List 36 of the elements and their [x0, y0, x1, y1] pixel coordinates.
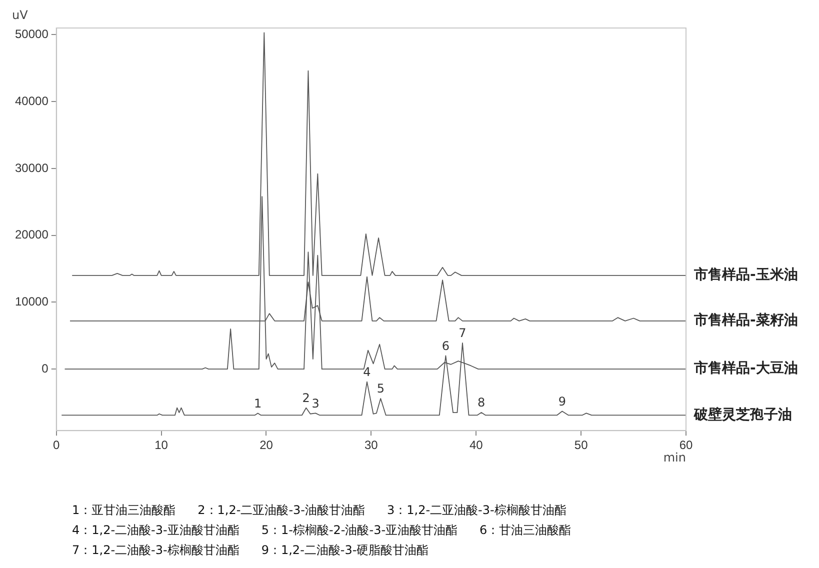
annotation: 4: [363, 364, 371, 379]
text: 4：1,2-二油酸-3-亚油酸甘油酯: [72, 522, 240, 539]
series-label: 市售样品-玉米油: [693, 266, 798, 284]
annotation: 8: [478, 396, 486, 410]
x-tick-label: 20: [260, 438, 274, 452]
x-axis-title: min: [663, 450, 686, 465]
y-tick-label: 50000: [14, 27, 49, 41]
annotation: 6: [442, 338, 450, 353]
y-tick-label: 0: [42, 361, 49, 376]
text: 1：亚甘油三油酸酯: [72, 502, 176, 519]
y-tick-label: 30000: [14, 160, 49, 175]
annotation: 2: [302, 390, 310, 405]
text: 6：甘油三油酸酯: [480, 522, 572, 539]
annotation: 9: [558, 394, 566, 408]
annotation: 3: [312, 396, 320, 410]
text: 5：1-棕榈酸-2-油酸-3-亚油酸甘油酯: [261, 522, 458, 539]
text: 9：1,2-二油酸-3-硬脂酸甘油酯: [261, 542, 429, 559]
x-tick-label: 0: [53, 438, 60, 452]
x-tick-label: 10: [154, 438, 168, 452]
y-axis-title: uV: [12, 8, 29, 22]
text: 3：1,2-二亚油酸-3-棕榈酸甘油酯: [386, 502, 566, 519]
x-tick-label: 60: [679, 438, 693, 452]
series-label: 破壁灵芝孢子油: [693, 406, 792, 423]
series-label: 市售样品-菜籽油: [693, 312, 798, 329]
y-tick-label: 40000: [14, 94, 49, 108]
series-label: 市售样品-大豆油: [693, 360, 798, 377]
x-tick-label: 40: [469, 438, 484, 452]
text: 7：1,2-二油酸-3-棕榈酸甘油酯: [72, 542, 240, 559]
text: 2：1,2-二亚油酸-3-油酸甘油酯: [198, 502, 365, 519]
annotation: 7: [458, 326, 466, 340]
x-tick-label: 50: [574, 438, 588, 452]
x-tick-label: 30: [364, 438, 378, 452]
annotation: 1: [254, 396, 262, 410]
y-tick-label: 10000: [14, 294, 49, 309]
annotation: 5: [376, 382, 384, 396]
y-tick-label: 20000: [14, 228, 49, 242]
